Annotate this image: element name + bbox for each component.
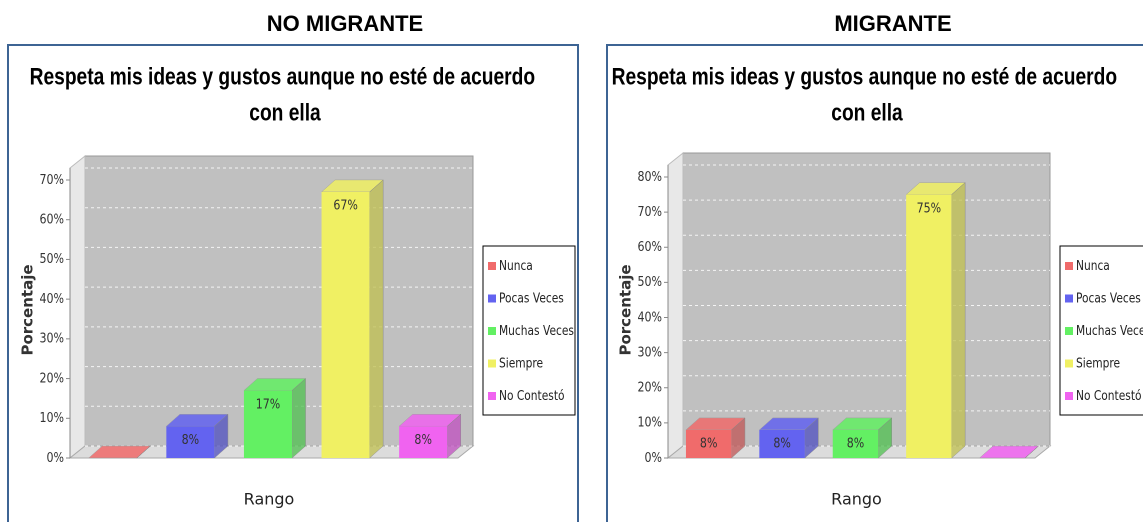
y-tick-label: 30% [637,345,662,360]
legend-swatch [488,359,496,368]
value-label: 8% [700,436,718,451]
bar [685,429,732,458]
legend-label: No Contestó [1076,388,1142,403]
y-axis-label: Porcentaje [617,264,635,355]
bar-side [291,377,306,459]
legend-box [1059,245,1143,416]
chart-heading: NO MIGRANTE [267,11,423,36]
legend-label: Pocas Veces [1076,290,1141,305]
legend-swatch [1065,262,1073,270]
bar [243,390,293,458]
bar-side [136,445,151,459]
legend-swatch [1065,294,1073,303]
legend-label: Siempre [1076,355,1120,370]
x-axis-label: Rango [244,490,295,509]
y-tick-label: 70% [39,172,64,187]
value-label: 8% [847,436,865,451]
y-tick-label: 20% [39,370,64,385]
legend-label: Muchas Veces [499,323,574,338]
y-tick-label: 40% [637,309,662,324]
y-axis-label: Porcentaje [19,264,37,355]
legend-label: Muchas Veces [1076,323,1143,338]
y-tick-label: 0% [644,450,662,465]
legend-label: Nunca [1076,258,1110,273]
bar-side [1024,445,1039,459]
y-tick-label: 10% [39,410,64,425]
bar [906,194,952,458]
y-tick-label: 20% [637,380,662,395]
bar-side [878,417,893,459]
legend-swatch [488,294,496,303]
legend-swatch [1065,327,1073,335]
y-tick-label: 0% [46,450,64,465]
legend-swatch [488,327,496,335]
legend-box [482,245,576,416]
bar [832,429,879,458]
legend-swatch [488,262,496,270]
value-label: 8% [414,432,432,447]
bar-side [951,182,966,459]
legend-swatch [1065,359,1073,368]
value-label: 75% [917,200,942,215]
value-label: 67% [333,198,358,213]
chart-title: Respeta mis ideas y gustos aunque no est… [30,62,541,126]
bar [321,191,370,458]
y-tick-label: 40% [39,291,64,306]
plot-side [69,154,86,460]
value-label: 17% [256,396,281,411]
chart-heading: MIGRANTE [834,11,951,36]
value-label: 8% [182,432,200,447]
y-tick-label: 50% [637,274,662,289]
legend-swatch [1065,392,1073,400]
y-tick-label: 10% [637,415,662,430]
y-tick-label: 70% [637,204,662,219]
bar [166,426,215,458]
legend-label: Nunca [499,258,533,273]
bar-side [369,179,384,459]
bar [759,429,805,458]
legend-swatch [488,392,496,400]
legend-label: No Contestó [499,388,565,403]
plot-wall [682,152,1051,447]
chart-title: Respeta mis ideas y gustos aunque no est… [612,62,1123,126]
y-tick-label: 60% [637,239,662,254]
x-axis-label: Rango [831,490,882,509]
y-tick-label: 30% [39,331,64,346]
plot-side [667,151,684,460]
legend-label: Siempre [499,355,543,370]
value-label: 8% [773,436,791,451]
bar [399,426,448,458]
legend-label: Pocas Veces [499,290,564,305]
y-tick-label: 50% [39,251,64,266]
y-tick-label: 80% [637,169,662,184]
y-tick-label: 60% [39,212,64,227]
